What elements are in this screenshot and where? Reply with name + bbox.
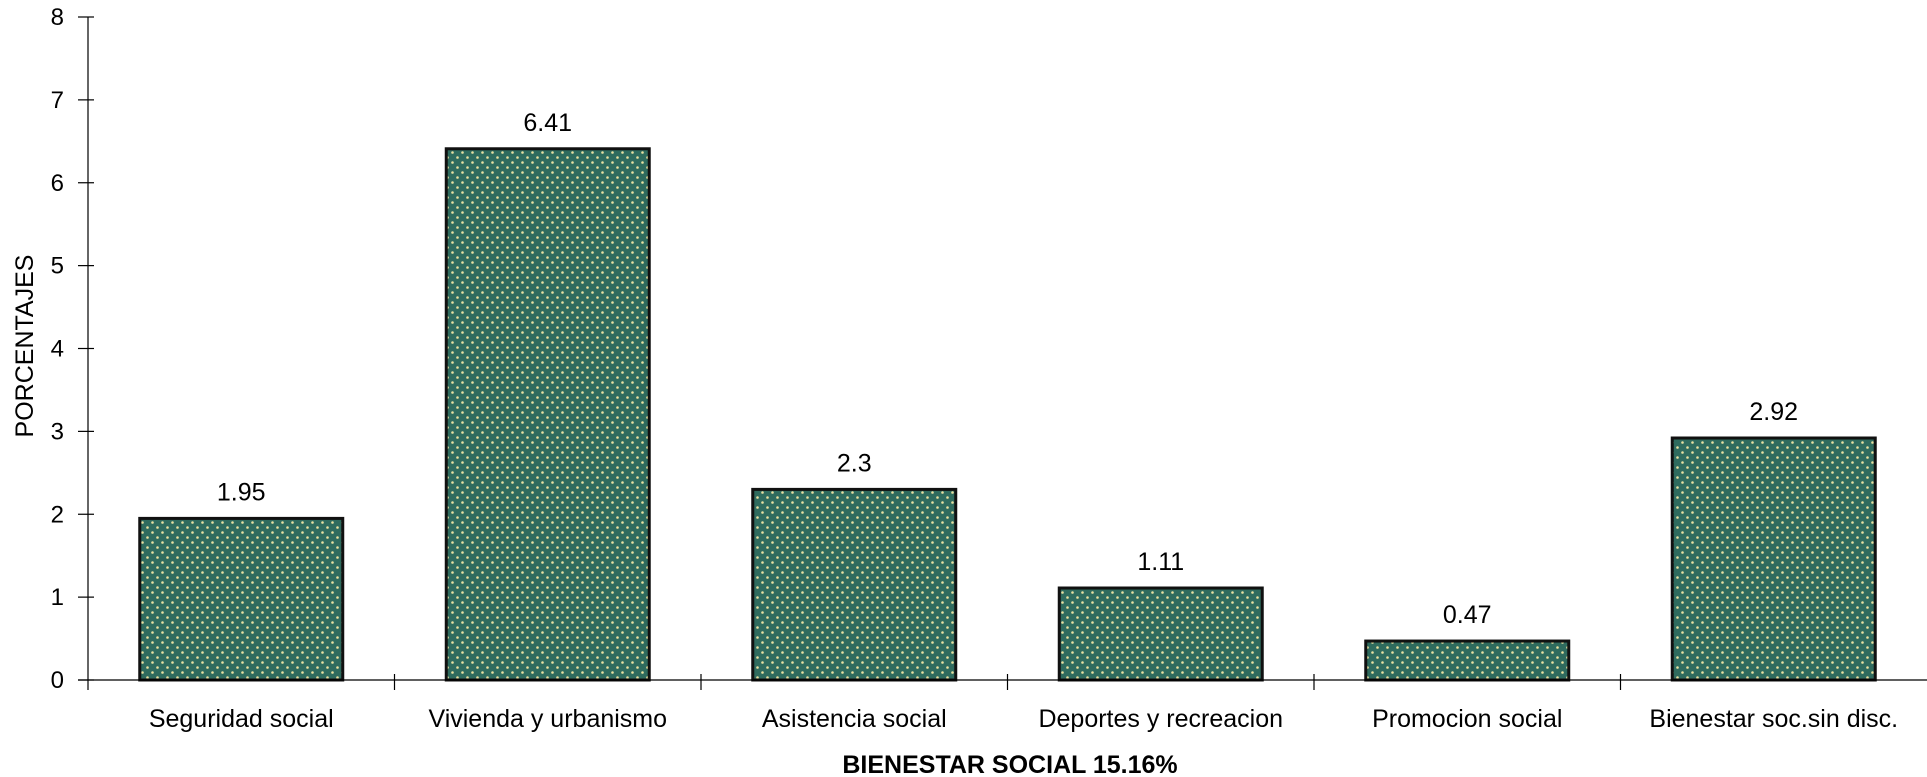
bars <box>138 147 1877 682</box>
labels: 1.95 Seguridad social 6.41 Vivienda y urban… <box>51 4 1898 733</box>
axes <box>78 16 1927 690</box>
y-tick-label: 7 <box>51 87 64 114</box>
bar-4 <box>1057 586 1264 682</box>
data-label-1: 1.95 <box>217 478 266 506</box>
y-tick-label: 4 <box>51 336 64 363</box>
y-tick-label: 3 <box>51 418 64 445</box>
y-tick-label: 6 <box>51 170 64 197</box>
y-tick-label: 5 <box>51 253 64 280</box>
category-label-4: Deportes y recreacion <box>1038 705 1283 733</box>
bar-3 <box>751 487 958 682</box>
bar-2 <box>444 147 651 682</box>
data-label-4: 1.11 <box>1137 548 1184 576</box>
category-label-2: Vivienda y urbanismo <box>428 705 667 733</box>
y-tick-label: 2 <box>51 501 64 528</box>
category-label-1: Seguridad social <box>149 705 334 733</box>
bar-5 <box>1364 639 1571 682</box>
data-label-6: 2.92 <box>1749 398 1798 426</box>
category-label-5: Promocion social <box>1372 705 1562 733</box>
category-label-6: Bienestar soc.sin disc. <box>1649 705 1898 733</box>
bar-1 <box>138 516 345 682</box>
data-label-2: 6.41 <box>523 109 572 137</box>
data-label-3: 2.3 <box>837 449 872 477</box>
y-tick-label: 0 <box>51 667 64 694</box>
y-tick-label: 1 <box>51 584 64 611</box>
y-tick-label: 8 <box>51 4 64 31</box>
data-label-5: 0.47 <box>1443 601 1492 629</box>
category-label-3: Asistencia social <box>762 705 947 733</box>
y-axis-title: PORCENTAJES <box>11 255 39 438</box>
x-axis-title: BIENESTAR SOCIAL 15.16% <box>842 751 1177 777</box>
bar-6 <box>1670 436 1877 682</box>
